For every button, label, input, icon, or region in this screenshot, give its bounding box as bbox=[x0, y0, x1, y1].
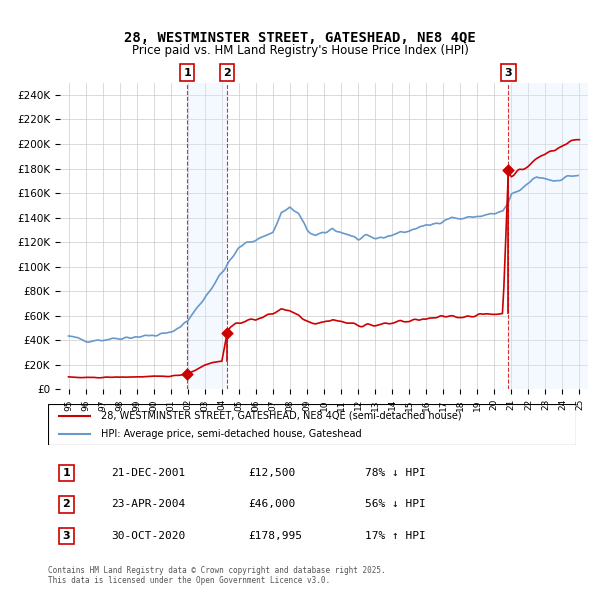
Text: £178,995: £178,995 bbox=[248, 531, 302, 541]
Text: 3: 3 bbox=[62, 531, 70, 541]
Text: Price paid vs. HM Land Registry's House Price Index (HPI): Price paid vs. HM Land Registry's House … bbox=[131, 44, 469, 57]
Text: 78% ↓ HPI: 78% ↓ HPI bbox=[365, 468, 425, 478]
Text: 56% ↓ HPI: 56% ↓ HPI bbox=[365, 500, 425, 509]
Text: 2: 2 bbox=[223, 68, 231, 78]
Point bbox=[222, 328, 232, 337]
Text: HPI: Average price, semi-detached house, Gateshead: HPI: Average price, semi-detached house,… bbox=[101, 429, 361, 439]
Text: 21-DEC-2001: 21-DEC-2001 bbox=[112, 468, 185, 478]
Point bbox=[503, 165, 513, 175]
Bar bbox=[508, 83, 588, 389]
Text: 30-OCT-2020: 30-OCT-2020 bbox=[112, 531, 185, 541]
Text: 17% ↑ HPI: 17% ↑ HPI bbox=[365, 531, 425, 541]
Bar bbox=[187, 83, 227, 389]
Text: 28, WESTMINSTER STREET, GATESHEAD, NE8 4QE (semi-detached house): 28, WESTMINSTER STREET, GATESHEAD, NE8 4… bbox=[101, 411, 461, 421]
Text: 1: 1 bbox=[184, 68, 191, 78]
Text: £12,500: £12,500 bbox=[248, 468, 296, 478]
Text: 23-APR-2004: 23-APR-2004 bbox=[112, 500, 185, 509]
Text: 28, WESTMINSTER STREET, GATESHEAD, NE8 4QE: 28, WESTMINSTER STREET, GATESHEAD, NE8 4… bbox=[124, 31, 476, 45]
Text: 1: 1 bbox=[62, 468, 70, 478]
Text: 3: 3 bbox=[505, 68, 512, 78]
Text: Contains HM Land Registry data © Crown copyright and database right 2025.
This d: Contains HM Land Registry data © Crown c… bbox=[48, 566, 386, 585]
Point bbox=[182, 369, 192, 379]
Text: 2: 2 bbox=[62, 500, 70, 509]
Text: £46,000: £46,000 bbox=[248, 500, 296, 509]
